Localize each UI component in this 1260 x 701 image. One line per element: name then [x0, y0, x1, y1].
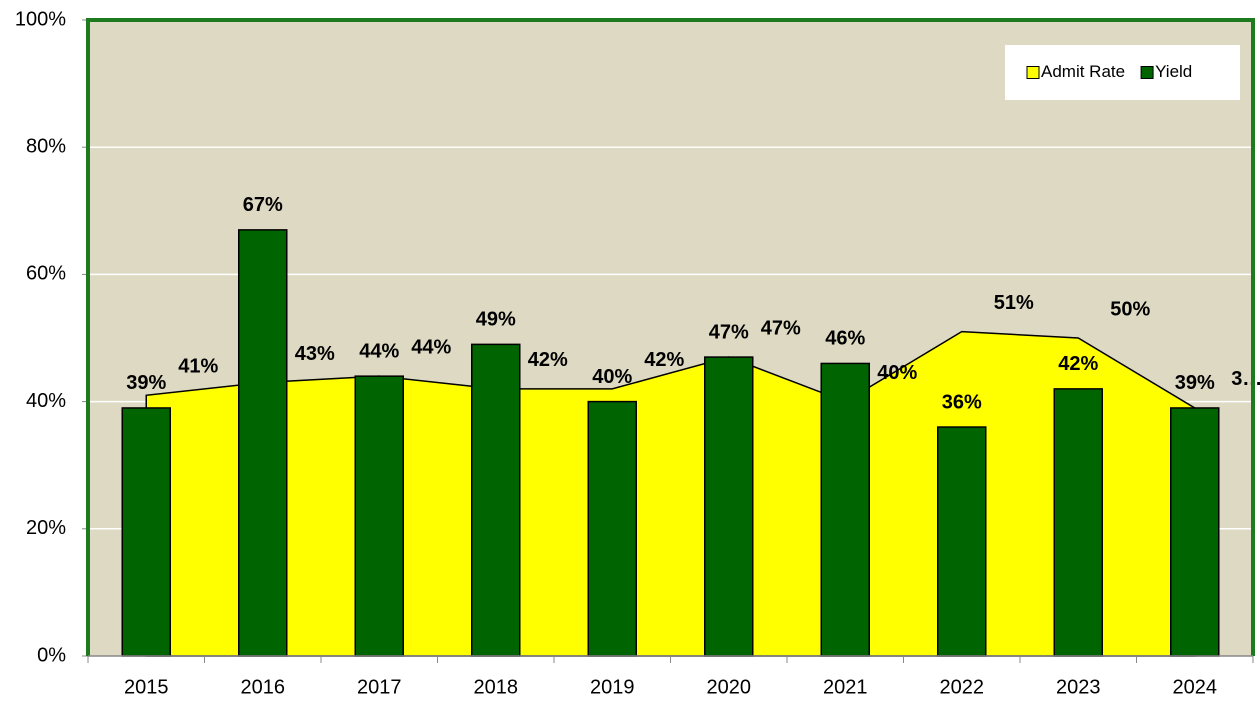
- data-label: 39%: [126, 372, 166, 394]
- y-tick-label: 20%: [26, 517, 66, 539]
- data-label: 39%: [1175, 372, 1215, 394]
- data-label: 43%: [295, 343, 335, 365]
- data-label: 36%: [942, 391, 982, 413]
- data-label: 44%: [411, 336, 451, 358]
- data-label: 44%: [359, 340, 399, 362]
- bar: [937, 426, 987, 657]
- data-label: 40%: [877, 362, 917, 384]
- bar: [1053, 388, 1103, 657]
- legend-swatch: [1026, 66, 1040, 79]
- x-tick-label: 2021: [823, 676, 868, 698]
- x-tick-label: 2019: [590, 676, 635, 698]
- legend-swatch: [1140, 66, 1154, 79]
- data-label: 50%: [1110, 298, 1150, 320]
- x-tick-label: 2017: [357, 676, 402, 698]
- data-label: 51%: [994, 292, 1034, 314]
- bar: [471, 343, 521, 657]
- bar: [820, 362, 870, 657]
- y-tick-label: 80%: [26, 135, 66, 157]
- bar: [121, 407, 171, 657]
- x-tick-label: 2015: [124, 676, 169, 698]
- x-tick-label: 2020: [707, 676, 752, 698]
- x-tick-label: 2018: [474, 676, 519, 698]
- data-label: 40%: [592, 366, 632, 388]
- data-label: 49%: [476, 309, 516, 331]
- legend-box: [1005, 45, 1240, 100]
- legend-label: Yield: [1155, 62, 1192, 81]
- x-tick-label: 2023: [1056, 676, 1101, 698]
- y-tick-label: 40%: [26, 390, 66, 412]
- plot-frame: [86, 18, 1255, 656]
- y-tick-label: 60%: [26, 263, 66, 285]
- x-tick-label: 2022: [940, 676, 985, 698]
- bar: [1170, 407, 1220, 657]
- data-label: 3…: [1231, 368, 1260, 390]
- data-label: 46%: [825, 328, 865, 350]
- data-label: 41%: [178, 356, 218, 378]
- data-label: 67%: [243, 194, 283, 216]
- data-label: 42%: [1058, 353, 1098, 375]
- legend-label: Admit Rate: [1041, 62, 1125, 81]
- y-tick-label: 0%: [37, 644, 66, 666]
- area: [145, 330, 1196, 657]
- bar: [354, 375, 404, 657]
- x-tick-label: 2016: [241, 676, 286, 698]
- data-label: 42%: [644, 349, 684, 371]
- bar: [587, 400, 637, 657]
- data-label: 42%: [528, 349, 568, 371]
- bar: [238, 229, 288, 657]
- data-label: 47%: [761, 317, 801, 339]
- bar: [704, 356, 754, 657]
- x-tick-label: 2024: [1173, 676, 1218, 698]
- y-tick-label: 100%: [15, 8, 66, 30]
- data-label: 47%: [709, 321, 749, 343]
